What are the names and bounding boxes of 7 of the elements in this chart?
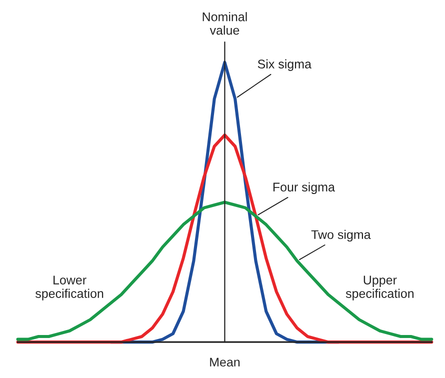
x-tick-label: Lower specification [35,276,104,300]
text: Six sigma [258,59,312,71]
series-label: Four sigma [273,182,335,194]
text: Nominal value [202,12,247,35]
x-tick-label: Mean [210,358,240,367]
x-tick-label: Upper specification [346,276,414,300]
series-label: Two sigma [311,230,371,242]
